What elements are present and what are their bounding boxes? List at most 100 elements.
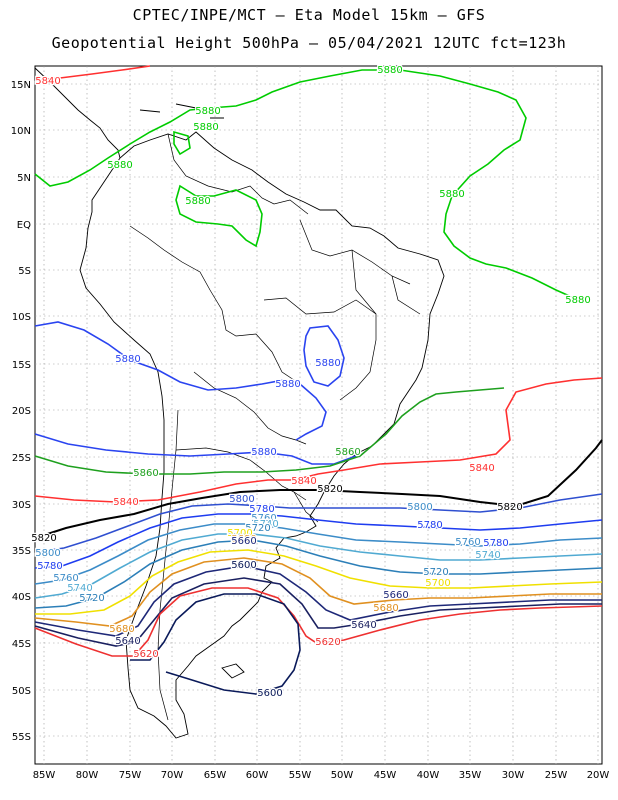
contour-5680 (34, 557, 602, 627)
contour-label: 5720 (245, 523, 270, 534)
contour-label: 5880 (115, 354, 140, 365)
contour-5640 (34, 577, 602, 647)
contour-label: 5880 (195, 106, 220, 117)
contour-label: 5840 (291, 476, 316, 487)
lat-tick-label: 5N (17, 173, 31, 184)
contour-label: 5880 (185, 196, 210, 207)
longitude-ticks: 85W 80W 75W 70W 65W 60W 55W 50W 45W 40W 35W 30W 25W 2… (33, 770, 610, 781)
border-brazil-states (299, 219, 421, 315)
lon-tick-label: 75W (119, 770, 142, 781)
lat-tick-label: 25S (12, 453, 31, 464)
lon-tick-label: 85W (33, 770, 56, 781)
contour-5880-north (34, 69, 575, 299)
contour-label: 5840 (35, 76, 60, 87)
contour-labels: 5880 5880 5880 5880 5880 5880 5880 5840 5880 5880… (30, 64, 592, 701)
lon-tick-label: 45W (374, 770, 397, 781)
caribbean-islands (139, 103, 224, 119)
contour-label: 5700 (227, 528, 252, 539)
falklands (221, 663, 245, 679)
contour-label: 5740 (475, 550, 500, 561)
map-subtitle: Geopotential Height 500hPa — 05/04/2021 … (51, 34, 567, 52)
lat-tick-label: 50S (12, 686, 31, 697)
contour-5880-amazon (175, 184, 263, 248)
lat-tick-label: 40S (12, 592, 31, 603)
contour-label: 5880 (377, 65, 402, 76)
lon-tick-label: 25W (545, 770, 568, 781)
lat-tick-label: EQ (17, 220, 31, 231)
contour-label: 5820 (317, 484, 342, 495)
central-america (34, 67, 121, 159)
contour-5860 (34, 387, 505, 475)
lon-tick-label: 20W (587, 770, 610, 781)
contour-label: 5880 (439, 189, 464, 200)
lat-tick-label: 10S (12, 312, 31, 323)
contour-label: 5740 (67, 583, 92, 594)
lon-tick-label: 40W (417, 770, 440, 781)
contour-5840-lower (34, 377, 603, 503)
contour-label: 5780 (37, 561, 62, 572)
contour-label: 5780 (249, 504, 274, 515)
border-peru-brazil (209, 289, 295, 381)
contour-label: 5740 (253, 519, 278, 530)
contour-5780 (34, 513, 603, 569)
lon-tick-label: 60W (246, 770, 269, 781)
contour-label: 5880 (251, 447, 276, 458)
contour-label: 5800 (229, 494, 254, 505)
contour-5800 (34, 493, 603, 553)
contour-5820 (34, 439, 603, 539)
contour-label: 5880 (193, 122, 218, 133)
contour-label: 5840 (113, 497, 138, 508)
lat-tick-label: 15N (11, 80, 31, 91)
contour-5660 (34, 565, 602, 637)
lat-tick-label: 5S (18, 266, 31, 277)
contours (34, 65, 603, 695)
border-north (167, 133, 309, 215)
lon-tick-label: 35W (459, 770, 482, 781)
contour-label: 5660 (383, 590, 408, 601)
lon-tick-label: 30W (502, 770, 525, 781)
contour-label: 5880 (107, 160, 132, 171)
contour-5840-upper (34, 65, 151, 81)
lat-tick-label: 45S (12, 639, 31, 650)
contour-label: 5760 (455, 537, 480, 548)
contour-5880-small (173, 130, 191, 156)
contour-label: 5600 (231, 560, 256, 571)
south-america-coast (79, 131, 445, 739)
lat-tick-label: 15S (12, 360, 31, 371)
country-borders (129, 133, 421, 721)
border-uruguay (293, 491, 319, 523)
lon-tick-label: 80W (76, 770, 99, 781)
contour-5880-blue-loop (303, 325, 345, 387)
lon-tick-label: 70W (161, 770, 184, 781)
contour-label: 5780 (417, 520, 442, 531)
lon-tick-label: 65W (204, 770, 227, 781)
contour-label: 5680 (373, 603, 398, 614)
contour-5880-blue (34, 321, 327, 441)
contour-5700 (35, 549, 603, 615)
contour-5600 (130, 593, 301, 695)
contour-label: 5700 (425, 578, 450, 589)
contour-label: 5680 (109, 624, 134, 635)
contour-label: 5800 (407, 502, 432, 513)
contour-5880-blue-sw (34, 433, 357, 465)
contour-5760 (34, 523, 603, 585)
lon-tick-label: 50W (331, 770, 354, 781)
lat-tick-label: 10N (11, 126, 31, 137)
contour-label: 5640 (115, 636, 140, 647)
border-colombia-peru (129, 225, 211, 291)
contour-label: 5820 (31, 533, 56, 544)
lat-tick-label: 55S (12, 732, 31, 743)
map-title: CPTEC/INPE/MCT — Eta Model 15km — GFS (132, 6, 486, 24)
lon-tick-label: 55W (289, 770, 312, 781)
contour-label: 5760 (53, 573, 78, 584)
contour-label: 5640 (351, 620, 376, 631)
contour-label: 5800 (35, 548, 60, 559)
latitude-ticks: 15N 10N 5N EQ 5S 10S 15S 20S 25S 30S 35S 40S 45S 50S 5… (11, 80, 31, 743)
map-frame (34, 65, 603, 765)
contour-label: 5780 (483, 538, 508, 549)
contour-label: 5680 (231, 534, 256, 545)
contour-label: 5760 (251, 513, 276, 524)
contour-label: 5880 (565, 295, 590, 306)
contour-label: 5720 (79, 593, 104, 604)
